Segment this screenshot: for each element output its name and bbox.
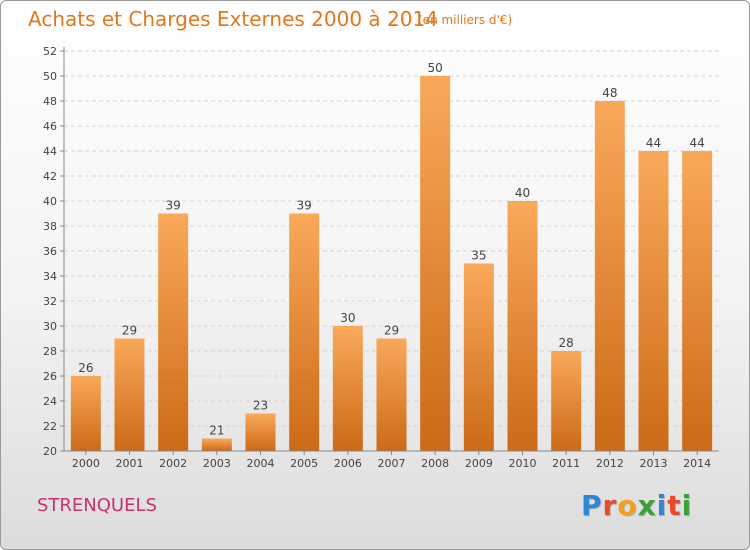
data-label-2000: 26 bbox=[78, 361, 93, 375]
bar-2001 bbox=[114, 338, 145, 451]
bar-2013 bbox=[638, 151, 669, 451]
y-tick-label: 30 bbox=[43, 320, 57, 333]
y-tick-label: 50 bbox=[43, 70, 57, 83]
data-label-2004: 23 bbox=[253, 399, 268, 413]
chart-subtitle: (en milliers d'€) bbox=[418, 13, 513, 27]
data-label-2006: 30 bbox=[340, 311, 355, 325]
y-tick-label: 46 bbox=[43, 120, 57, 133]
y-tick-label: 32 bbox=[43, 295, 57, 308]
bars: 26 29 39 21 23 39 30 29 50 35 40 28 48 44 44 bbox=[70, 61, 713, 451]
commune-name: STRENQUELS bbox=[37, 495, 157, 516]
proxiti-logo: Proxiti bbox=[581, 489, 693, 522]
data-label-2012: 48 bbox=[602, 86, 617, 100]
data-label-2014: 44 bbox=[690, 136, 705, 150]
y-tick-label: 48 bbox=[43, 95, 57, 108]
x-tick-label: 2002 bbox=[159, 457, 187, 470]
x-tick-label: 2004 bbox=[247, 457, 275, 470]
bar-2003 bbox=[201, 438, 232, 451]
x-tick-label: 2003 bbox=[203, 457, 231, 470]
bar-2008 bbox=[420, 76, 451, 451]
y-tick-label: 24 bbox=[43, 395, 57, 408]
y-tick-label: 26 bbox=[43, 370, 57, 383]
y-tick-label: 20 bbox=[43, 445, 57, 458]
bar-2006 bbox=[332, 326, 363, 451]
bar-2010 bbox=[507, 201, 538, 451]
y-tick-label: 22 bbox=[43, 420, 57, 433]
data-label-2001: 29 bbox=[122, 324, 137, 338]
x-tick-label: 2013 bbox=[640, 457, 668, 470]
x-axis-ticks: 2000 2001 2002 2003 2004 2005 2006 2007 2008 2009… bbox=[72, 451, 711, 470]
x-tick-label: 2014 bbox=[683, 457, 711, 470]
data-label-2008: 50 bbox=[428, 61, 443, 75]
x-tick-label: 2012 bbox=[596, 457, 624, 470]
y-tick-label: 44 bbox=[43, 145, 57, 158]
data-label-2002: 39 bbox=[166, 199, 181, 213]
bar-2012 bbox=[594, 101, 625, 451]
y-tick-label: 36 bbox=[43, 245, 57, 258]
data-label-2007: 29 bbox=[384, 324, 399, 338]
x-tick-label: 2010 bbox=[509, 457, 537, 470]
bar-2002 bbox=[158, 213, 189, 451]
chart-title: Achats et Charges Externes 2000 à 2014 bbox=[28, 7, 438, 31]
x-tick-label: 2006 bbox=[334, 457, 362, 470]
x-tick-label: 2008 bbox=[421, 457, 449, 470]
x-tick-label: 2005 bbox=[290, 457, 318, 470]
data-label-2013: 44 bbox=[646, 136, 661, 150]
data-label-2010: 40 bbox=[515, 186, 530, 200]
bar-2007 bbox=[376, 338, 407, 451]
x-tick-label: 2009 bbox=[465, 457, 493, 470]
y-tick-label: 40 bbox=[43, 195, 57, 208]
bar-2005 bbox=[289, 213, 320, 451]
data-label-2011: 28 bbox=[559, 336, 574, 350]
x-tick-label: 2011 bbox=[552, 457, 580, 470]
y-tick-label: 34 bbox=[43, 270, 57, 283]
data-label-2009: 35 bbox=[471, 249, 486, 263]
bar-2014 bbox=[682, 151, 713, 451]
y-tick-label: 52 bbox=[43, 45, 57, 58]
y-axis-ticks: 20 22 24 26 28 30 32 34 36 38 40 42 44 46 48 50 52 bbox=[43, 45, 64, 458]
y-tick-label: 28 bbox=[43, 345, 57, 358]
x-tick-label: 2007 bbox=[378, 457, 406, 470]
y-tick-label: 42 bbox=[43, 170, 57, 183]
x-tick-label: 2000 bbox=[72, 457, 100, 470]
y-tick-label: 38 bbox=[43, 220, 57, 233]
data-label-2005: 39 bbox=[297, 199, 312, 213]
bar-2009 bbox=[463, 263, 494, 451]
bar-2004 bbox=[245, 413, 276, 451]
axes bbox=[63, 47, 719, 452]
bar-2000 bbox=[70, 376, 101, 451]
bar-2011 bbox=[551, 351, 582, 451]
data-label-2003: 21 bbox=[209, 424, 224, 438]
x-tick-label: 2001 bbox=[116, 457, 144, 470]
